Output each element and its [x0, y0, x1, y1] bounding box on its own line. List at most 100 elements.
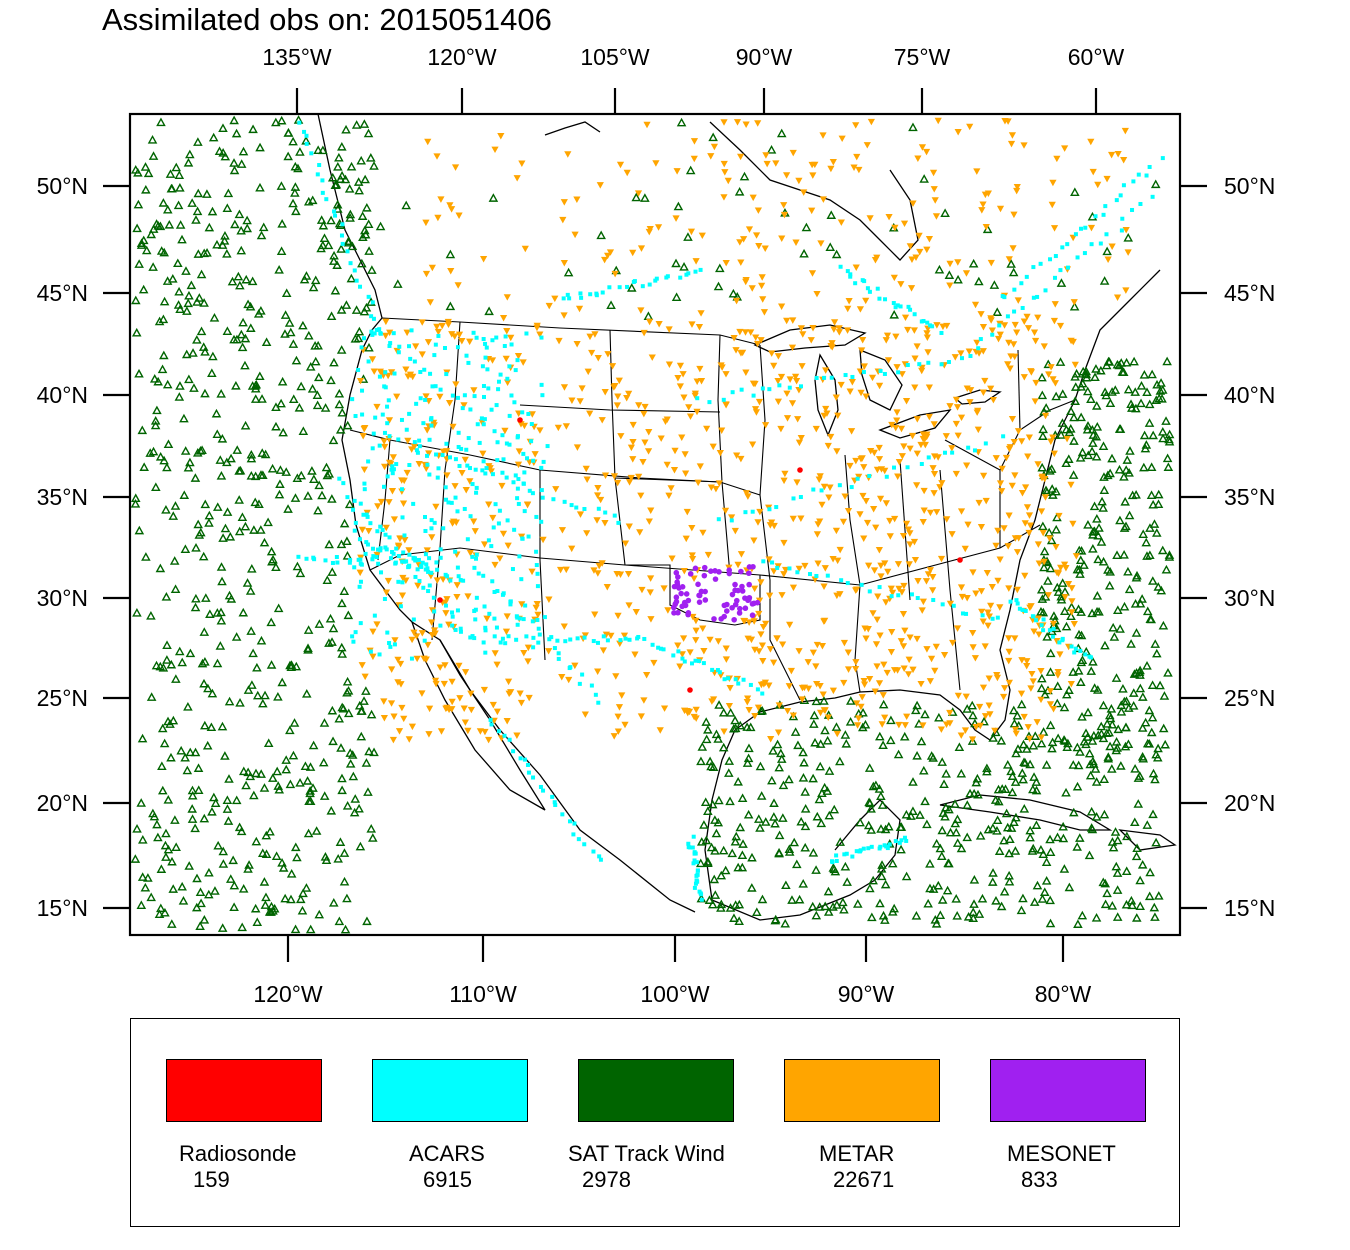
- sat-track-wind-marker: [295, 778, 305, 787]
- metar-marker: [742, 369, 750, 376]
- metar-marker: [804, 659, 812, 666]
- metar-marker: [969, 629, 977, 637]
- acars-marker: [369, 314, 374, 319]
- metar-marker: [987, 385, 995, 393]
- metar-marker: [586, 333, 594, 341]
- sat-track-wind-marker: [134, 259, 144, 268]
- sat-track-wind-marker: [1059, 606, 1070, 616]
- acars-marker: [960, 611, 965, 616]
- metar-marker: [516, 690, 524, 697]
- acars-marker: [429, 526, 434, 531]
- metar-marker: [672, 215, 680, 222]
- sat-track-wind-marker: [178, 896, 189, 905]
- sat-track-wind-marker: [235, 280, 245, 290]
- acars-marker: [539, 519, 544, 524]
- metar-marker: [988, 584, 996, 591]
- sat-track-wind-marker: [162, 379, 173, 389]
- sat-track-wind-marker: [256, 635, 267, 645]
- sat-track-wind-marker: [289, 718, 300, 727]
- metar-marker: [984, 609, 992, 617]
- metar-marker: [382, 318, 390, 326]
- metar-marker: [1056, 322, 1065, 330]
- sat-track-wind-marker: [351, 305, 362, 314]
- sat-track-wind-marker: [733, 776, 743, 786]
- acars-marker: [350, 634, 355, 639]
- metar-marker: [700, 648, 708, 655]
- metar-marker: [639, 459, 647, 466]
- metar-marker: [795, 177, 803, 185]
- metar-marker: [747, 329, 755, 336]
- sat-track-wind-marker: [1112, 835, 1123, 845]
- acars-marker: [378, 548, 383, 553]
- metar-marker: [978, 608, 986, 616]
- metar-marker: [881, 467, 889, 475]
- sat-track-wind-marker: [1145, 523, 1155, 532]
- metar-marker: [385, 499, 393, 506]
- metar-marker: [780, 211, 789, 219]
- acars-marker: [964, 611, 969, 616]
- sat-track-wind-marker: [325, 613, 336, 623]
- sat-track-wind-marker: [876, 824, 886, 833]
- sat-track-wind-marker: [1110, 385, 1121, 394]
- sat-track-wind-marker: [222, 203, 233, 212]
- acars-marker: [942, 450, 947, 455]
- metar-marker: [693, 408, 701, 416]
- acars-marker: [362, 487, 367, 492]
- metar-marker: [922, 578, 931, 585]
- metar-marker: [722, 656, 730, 663]
- metar-marker: [497, 133, 505, 140]
- sat-track-wind-marker: [737, 850, 748, 860]
- acars-marker: [883, 297, 888, 302]
- legend-count: 833: [1021, 1167, 1058, 1192]
- metar-marker: [720, 119, 728, 126]
- metar-marker: [431, 630, 439, 638]
- metar-marker: [902, 520, 911, 528]
- sat-track-wind-marker: [1091, 431, 1102, 441]
- acars-marker: [450, 623, 455, 628]
- sat-track-wind-marker: [1004, 848, 1014, 858]
- state-boundaries: [349, 317, 1076, 701]
- metar-marker: [946, 720, 954, 727]
- metar-marker: [879, 692, 887, 699]
- acars-marker: [400, 559, 405, 564]
- acars-marker: [483, 471, 488, 476]
- sat-track-wind-marker: [208, 351, 218, 361]
- metar-marker: [360, 466, 368, 474]
- metar-marker: [641, 439, 649, 447]
- metar-marker: [1015, 535, 1023, 542]
- metar-marker: [418, 319, 426, 326]
- metar-marker: [966, 399, 974, 406]
- acars-marker: [549, 635, 554, 640]
- metar-marker: [439, 448, 447, 456]
- sat-track-wind-marker: [875, 898, 885, 908]
- sat-track-wind-marker: [136, 240, 147, 249]
- metar-marker: [992, 455, 1000, 462]
- sat-track-wind-marker: [1151, 749, 1161, 759]
- acars-marker: [423, 552, 428, 557]
- sat-track-wind-marker: [335, 837, 346, 846]
- sat-track-wind-marker: [1091, 913, 1102, 922]
- mesonet-marker: [671, 583, 678, 590]
- sat-track-wind-marker: [756, 791, 767, 800]
- metar-marker: [768, 350, 776, 357]
- metar-marker: [531, 451, 539, 458]
- acars-marker: [364, 540, 369, 545]
- sat-track-wind-marker: [1039, 546, 1050, 556]
- sat-track-wind-marker: [912, 700, 922, 710]
- sat-track-wind-marker: [359, 306, 370, 316]
- metar-marker: [766, 646, 775, 653]
- metar-marker: [809, 172, 817, 179]
- sat-track-wind-marker: [931, 918, 942, 928]
- metar-marker: [724, 177, 732, 185]
- metar-marker: [993, 672, 1001, 679]
- acars-marker: [1060, 245, 1065, 250]
- acars-marker: [483, 628, 488, 633]
- sat-track-wind-marker: [713, 281, 724, 291]
- sat-track-wind-marker: [169, 556, 180, 565]
- sat-track-wind-marker: [811, 696, 822, 706]
- sat-track-wind-marker: [835, 756, 845, 766]
- acars-marker: [481, 422, 486, 427]
- sat-track-wind-marker: [1155, 680, 1165, 690]
- left-lat-label: 15°N: [37, 895, 88, 921]
- metar-marker: [1046, 688, 1054, 695]
